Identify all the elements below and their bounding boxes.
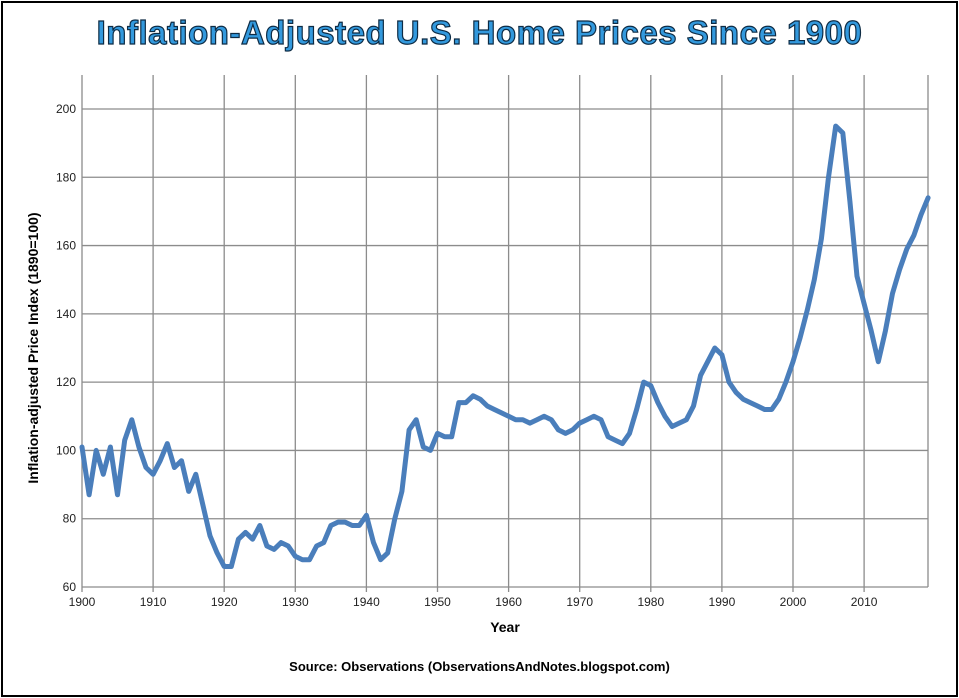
y-tick-label: 80 xyxy=(63,512,77,526)
x-axis-label: Year xyxy=(490,619,520,635)
x-tick-label: 2010 xyxy=(851,595,878,609)
y-axis-label: Inflation-adjusted Price Index (1890=100… xyxy=(25,212,41,483)
y-tick-label: 160 xyxy=(56,239,76,253)
source-note: Source: Observations (ObservationsAndNot… xyxy=(289,659,670,674)
y-tick-label: 120 xyxy=(56,375,76,389)
y-tick-label: 100 xyxy=(56,443,76,457)
x-tick-label: 2000 xyxy=(780,595,807,609)
x-tick-label: 1930 xyxy=(282,595,309,609)
x-tick-label: 1910 xyxy=(140,595,167,609)
x-tick-label: 1980 xyxy=(637,595,664,609)
x-tick-label: 1940 xyxy=(353,595,380,609)
x-tick-label: 1970 xyxy=(566,595,593,609)
y-tick-label: 200 xyxy=(56,102,76,116)
x-tick-label: 1990 xyxy=(709,595,736,609)
x-tick-label: 1900 xyxy=(69,595,96,609)
chart-title: Inflation-Adjusted U.S. Home Prices Sinc… xyxy=(96,13,863,51)
y-tick-label: 180 xyxy=(56,170,76,184)
x-tick-label: 1920 xyxy=(211,595,238,609)
x-tick-label: 1960 xyxy=(495,595,522,609)
y-tick-label: 140 xyxy=(56,307,76,321)
x-tick-label: 1950 xyxy=(424,595,451,609)
y-tick-label: 60 xyxy=(63,580,77,594)
series-line xyxy=(79,123,931,569)
